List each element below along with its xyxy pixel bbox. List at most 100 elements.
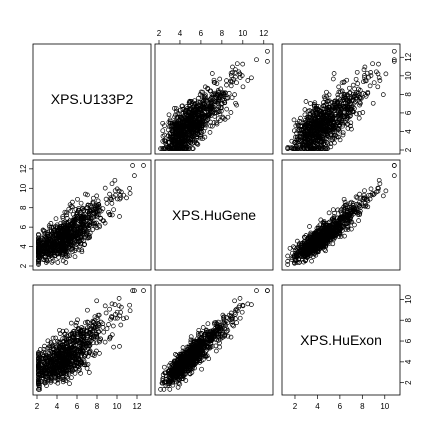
scatter-point <box>76 236 81 242</box>
scatter-point <box>353 91 358 97</box>
scatter-point <box>168 123 174 129</box>
scatter-point <box>36 257 41 263</box>
scatter-point <box>62 249 68 254</box>
scatter-point <box>330 76 336 82</box>
panel-r0-c1 <box>154 43 274 155</box>
scatter-point <box>222 116 228 122</box>
scatter-point <box>141 288 146 293</box>
scatter-point <box>318 113 324 118</box>
scatter-point <box>36 239 41 245</box>
scatter-point <box>49 243 55 248</box>
scatter-point <box>289 138 295 144</box>
scatter-point <box>292 146 298 151</box>
scatter-point <box>362 64 368 70</box>
scatter-point <box>338 106 344 112</box>
scatter-point <box>76 207 82 213</box>
scatter-point <box>209 91 215 97</box>
scatter-point <box>124 195 129 201</box>
scatter-points <box>36 163 146 267</box>
scatter-point <box>391 48 397 54</box>
scatter-point <box>325 141 331 147</box>
scatter-point <box>164 143 169 149</box>
scatter-point <box>226 91 232 96</box>
scatter-point <box>104 326 110 332</box>
scatter-point <box>370 61 375 67</box>
scatter-point <box>309 258 314 264</box>
scatter-point <box>325 120 331 126</box>
scatter-point <box>171 132 176 138</box>
scatter-point <box>180 122 186 127</box>
scatter-point <box>356 115 362 121</box>
scatter-point <box>380 92 386 97</box>
scatter-point <box>196 108 201 114</box>
scatter-point <box>321 100 326 105</box>
scatter-point <box>85 202 91 208</box>
scatter-point <box>222 98 227 103</box>
scatter-point <box>199 366 204 372</box>
scatter-point <box>294 139 300 145</box>
scatter-point <box>313 109 318 114</box>
scatter-point <box>36 232 41 238</box>
scatter-point <box>43 255 48 260</box>
scatter-point <box>97 223 102 228</box>
scatter-point <box>209 123 215 129</box>
scatter-point <box>192 133 197 139</box>
scatter-point <box>104 201 110 206</box>
scatter-point <box>350 82 356 88</box>
scatter-point <box>352 222 357 228</box>
scatter-point <box>174 143 180 149</box>
scatter-point <box>293 123 299 129</box>
scatter-point <box>67 253 72 259</box>
scatter-point <box>339 118 345 124</box>
scatter-points <box>158 48 270 151</box>
scatter-point <box>61 229 67 235</box>
scatter-point <box>332 99 337 104</box>
scatter-point <box>70 199 75 205</box>
scatter-point <box>312 121 318 127</box>
scatter-point <box>383 188 389 194</box>
scatter-point <box>90 199 96 205</box>
scatter-point <box>391 59 397 64</box>
scatter-point <box>371 80 377 86</box>
scatter-point <box>73 323 79 328</box>
scatter-point <box>355 81 361 86</box>
scatter-point <box>222 90 228 96</box>
scatter-point <box>336 84 342 90</box>
scatter-point <box>353 194 359 200</box>
scatter-point <box>357 94 363 100</box>
scatter-point <box>330 114 336 120</box>
scatter-point <box>391 173 397 178</box>
panel-r1-c2 <box>281 159 401 271</box>
scatter-point <box>182 113 188 118</box>
scatter-point <box>190 138 195 143</box>
panel-r1-c1: XPS.HuGene <box>154 159 274 271</box>
scatter-point <box>169 142 175 147</box>
scatter-point <box>49 251 55 257</box>
scatter-point <box>186 138 192 144</box>
scatter-point <box>94 298 100 304</box>
variable-label: XPS.U133P2 <box>51 91 134 107</box>
scatter-point <box>209 105 215 110</box>
scatter-point <box>360 110 366 115</box>
scatter-point <box>189 146 195 151</box>
scatter-point <box>292 128 297 134</box>
scatter-point <box>199 114 205 119</box>
scatter-point <box>173 125 179 131</box>
scatter-point <box>52 231 58 237</box>
scatter-point <box>72 217 77 223</box>
scatter-point <box>225 114 231 120</box>
scatter-point <box>36 262 41 267</box>
scatter-point <box>208 119 213 125</box>
scatter-point <box>49 259 55 265</box>
scatter-point <box>311 125 316 131</box>
scatter-point <box>87 208 92 214</box>
scatter-point <box>90 227 96 232</box>
scatter-point <box>182 116 188 122</box>
scatter-point <box>234 102 239 108</box>
scatter-point <box>57 224 63 229</box>
scatter-point <box>166 112 172 118</box>
scatter-point <box>376 75 382 81</box>
scatter-point <box>199 118 205 124</box>
scatter-point <box>165 139 171 145</box>
scatter-point <box>231 323 236 329</box>
